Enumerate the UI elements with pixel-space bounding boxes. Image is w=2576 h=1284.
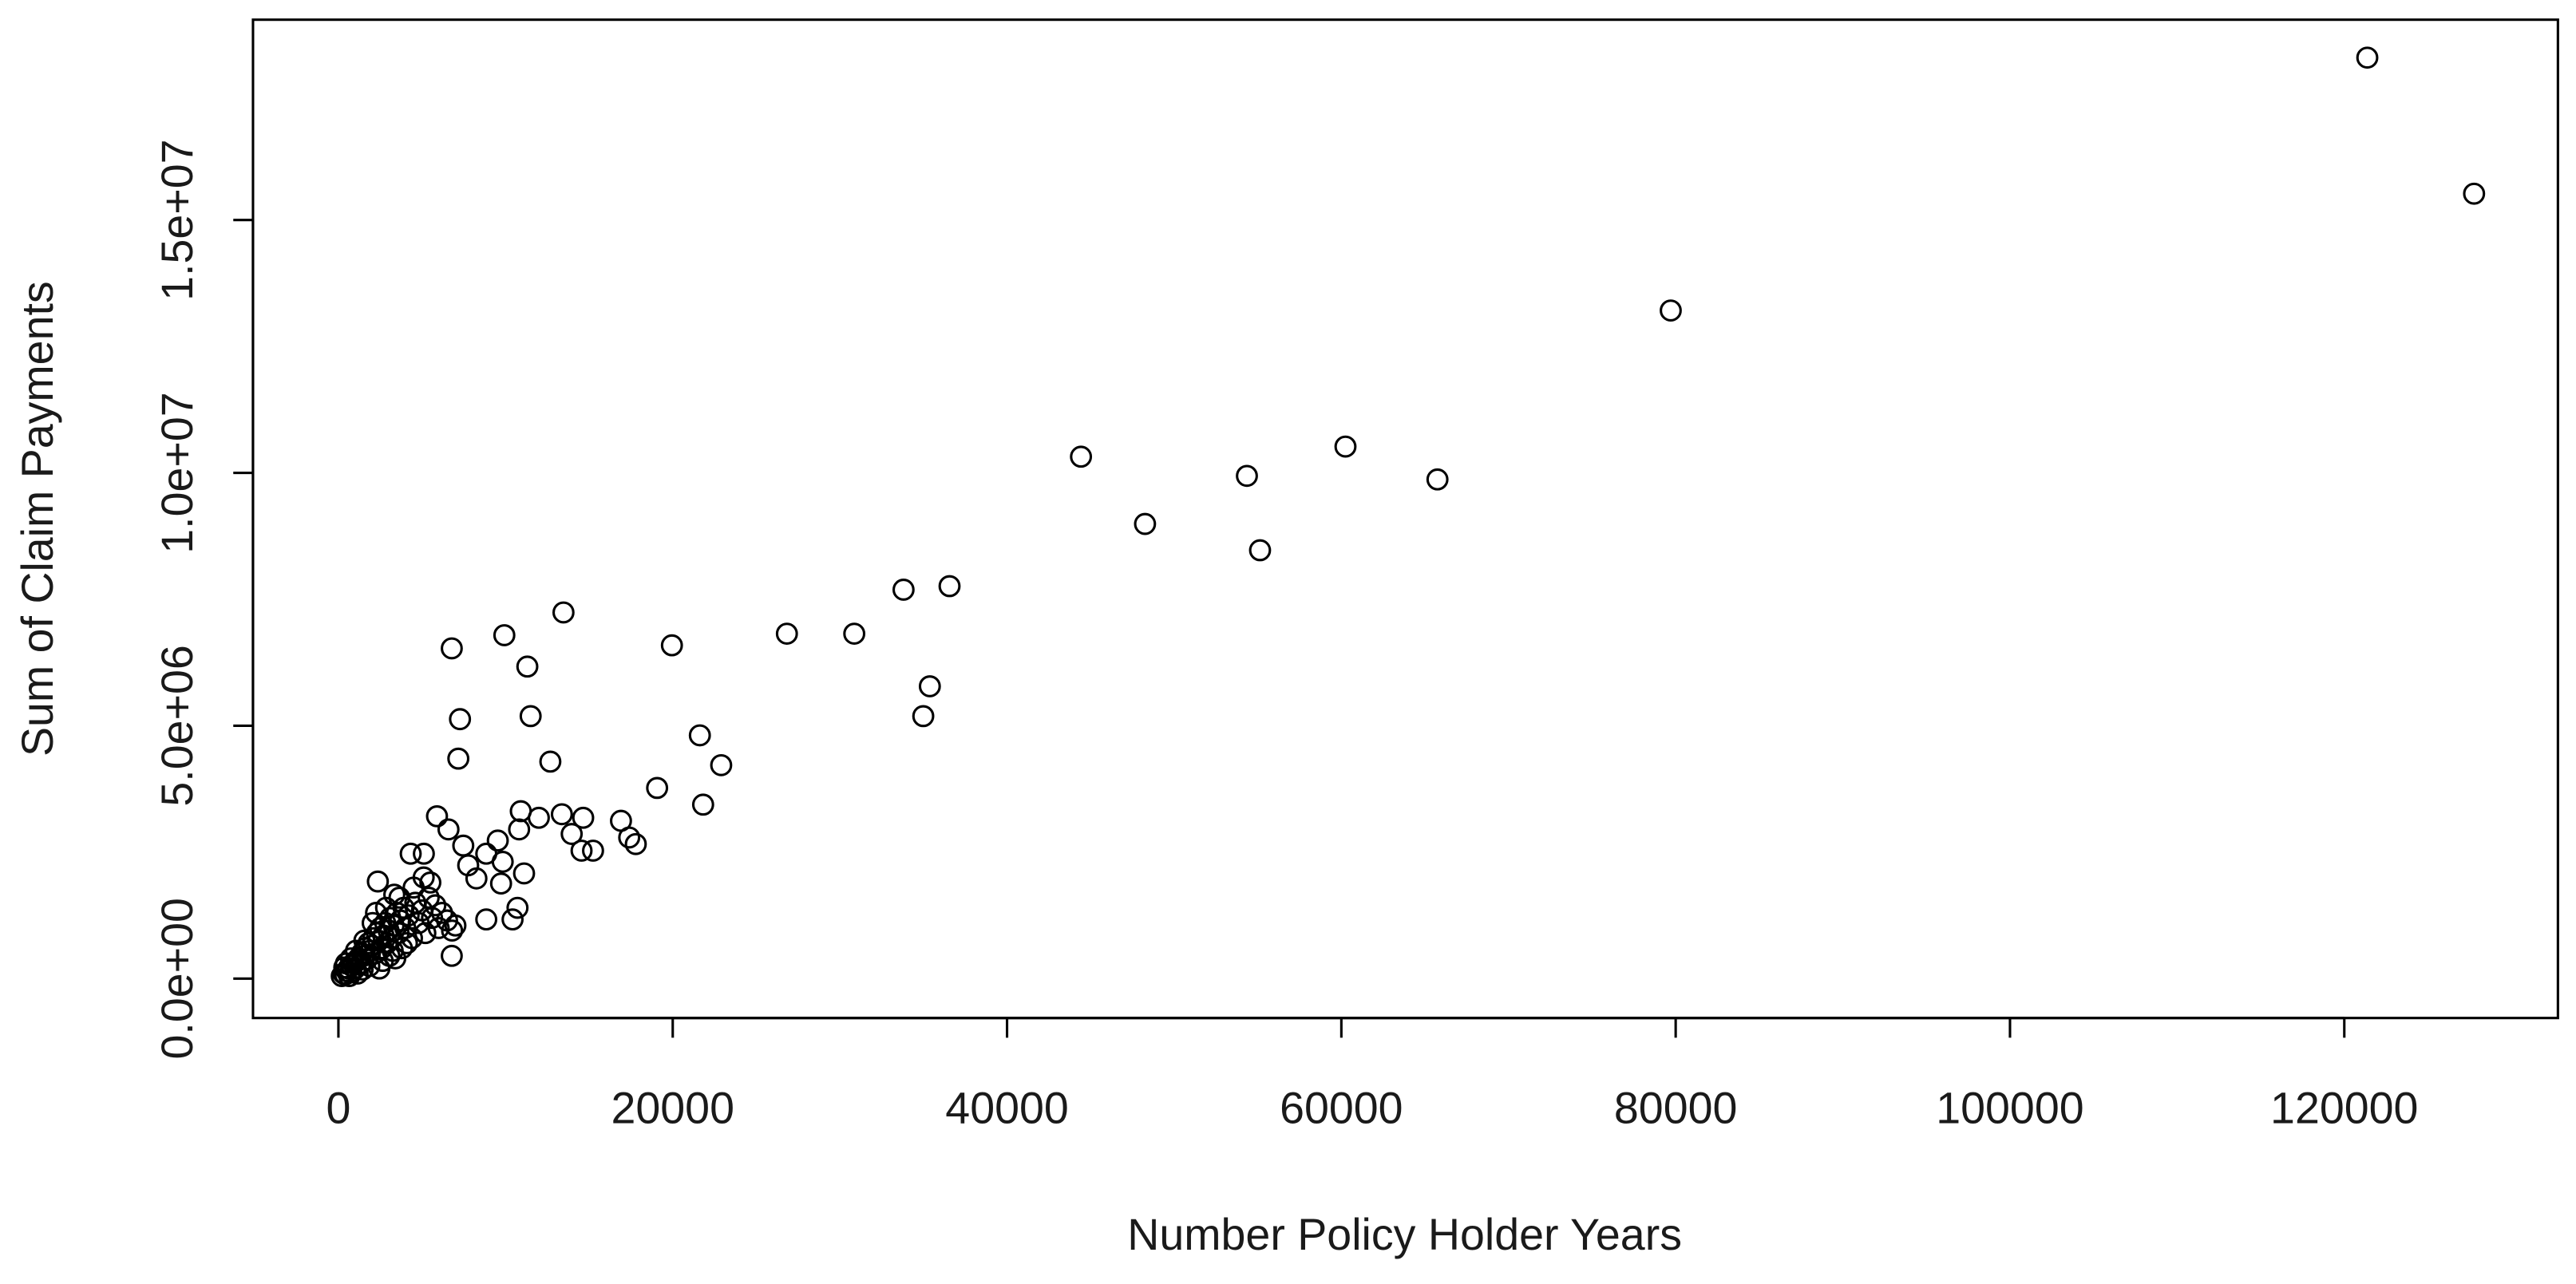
y-tick-label: 5.0e+06 <box>152 645 202 806</box>
point <box>493 624 516 646</box>
point <box>414 922 437 945</box>
point <box>528 806 550 829</box>
point <box>401 926 423 950</box>
point <box>437 818 460 841</box>
y-tick-label: 0.0e+00 <box>152 898 202 1059</box>
x-tick-label: 100000 <box>1936 1084 2083 1133</box>
point <box>519 705 542 728</box>
point <box>361 911 384 934</box>
point <box>1660 299 1682 322</box>
x-tick-label: 0 <box>326 1084 350 1133</box>
x-axis-label: Number Policy Holder Years <box>1127 1210 1682 1259</box>
point <box>2463 182 2486 205</box>
point <box>346 962 369 985</box>
point <box>1070 445 1093 468</box>
point <box>444 914 467 937</box>
point <box>508 818 531 841</box>
point <box>550 803 573 826</box>
point <box>491 851 514 873</box>
point <box>691 793 714 816</box>
point <box>624 832 647 855</box>
point <box>912 705 935 728</box>
y-axis-label: Sum of Claim Payments <box>13 281 62 757</box>
point <box>447 747 470 770</box>
point <box>425 804 449 828</box>
x-tick-label: 40000 <box>945 1084 1068 1133</box>
point <box>570 840 593 862</box>
point <box>365 902 387 924</box>
point <box>2356 46 2379 69</box>
x-tick-label: 60000 <box>1280 1084 1403 1133</box>
point <box>512 862 536 885</box>
point <box>441 919 464 942</box>
point <box>646 776 669 800</box>
point <box>572 806 595 829</box>
point <box>419 871 442 894</box>
point <box>441 637 463 660</box>
point <box>892 579 915 601</box>
point <box>412 866 435 889</box>
point <box>368 957 391 980</box>
y-tick-label: 1.0e+07 <box>152 392 202 553</box>
point <box>582 840 604 862</box>
point <box>1134 512 1157 535</box>
x-tick-label: 80000 <box>1614 1084 1737 1133</box>
point <box>688 724 711 747</box>
point <box>486 829 509 852</box>
point <box>516 655 539 678</box>
point <box>506 896 529 919</box>
point <box>395 932 418 954</box>
point <box>918 675 941 697</box>
point <box>339 947 362 970</box>
y-tick-label: 1.5e+07 <box>152 140 202 301</box>
x-tick-label: 120000 <box>2270 1084 2418 1133</box>
point <box>475 908 498 931</box>
point <box>399 842 422 865</box>
point <box>452 834 475 857</box>
plot-box <box>251 18 2559 1020</box>
point <box>552 601 575 624</box>
point <box>509 800 532 823</box>
point <box>775 622 798 645</box>
point <box>710 753 733 776</box>
point <box>489 872 512 895</box>
point <box>501 908 524 931</box>
point <box>366 870 390 893</box>
point <box>424 894 447 917</box>
point <box>457 854 480 877</box>
point <box>1236 464 1258 488</box>
point <box>560 823 584 845</box>
point <box>1248 539 1272 562</box>
point <box>843 622 866 645</box>
point <box>539 750 562 773</box>
point <box>441 944 463 967</box>
x-tick-label: 20000 <box>611 1084 734 1133</box>
point <box>449 708 472 731</box>
point <box>938 575 961 598</box>
point <box>660 634 683 657</box>
point <box>1334 435 1357 458</box>
point <box>358 954 381 978</box>
point <box>618 826 641 849</box>
point <box>1426 468 1449 491</box>
point <box>353 929 376 952</box>
point <box>413 842 435 865</box>
